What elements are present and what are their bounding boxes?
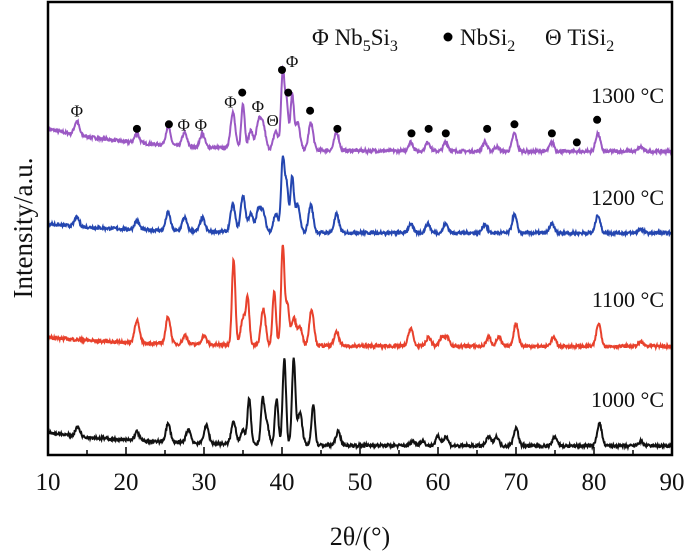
peak-annotations: ΦΦ ΦΦ ΦΘΦ	[71, 52, 602, 147]
x-axis-label: 2θ/(°)	[330, 522, 390, 551]
series-line	[47, 155, 673, 238]
series-label: 1000 °C	[591, 387, 664, 412]
nbsi2-marker	[483, 124, 492, 133]
nb5si3-marker: Φ	[224, 93, 236, 112]
legend-entry: Φ Nb5Si3	[312, 25, 398, 55]
series-label: 1200 °C	[591, 185, 664, 210]
nbsi2-marker	[407, 129, 416, 138]
nbsi2-marker	[441, 129, 450, 138]
x-tick-label: 60	[426, 469, 451, 496]
tisi2-marker: Θ	[266, 111, 278, 130]
nb5si3-marker: Φ	[71, 102, 83, 121]
x-tick-label: 40	[270, 469, 295, 496]
series-label: 1100 °C	[592, 287, 664, 312]
legend-entry: NbSi2	[460, 25, 515, 55]
series-line	[47, 64, 673, 157]
series-label: 1300 °C	[591, 83, 664, 108]
nbsi2-marker	[132, 124, 141, 133]
x-tick-label: 10	[36, 469, 61, 496]
x-tick-label: 70	[504, 469, 529, 496]
x-tick-label: 80	[582, 469, 607, 496]
series-labels: 1300 °C 1200 °C 1100 °C 1000 °C	[591, 83, 664, 412]
nbsi2-marker	[547, 129, 556, 138]
nbsi2-marker	[593, 115, 602, 124]
x-tick-label: 90	[660, 469, 685, 496]
nbsi2-marker	[510, 120, 519, 129]
nbsi2-marker	[278, 65, 286, 74]
x-ticks: 10 20 30 40 50 60 70 80 90	[36, 447, 685, 496]
nbsi2-marker	[572, 138, 581, 147]
legend: Φ Nb5Si3 NbSi2 Θ TiSi2	[312, 25, 614, 55]
nbsi2-marker	[238, 88, 247, 97]
legend-entry: Θ TiSi2	[545, 25, 614, 55]
legend-dot-icon	[443, 32, 453, 42]
nbsi2-marker	[306, 106, 315, 115]
x-tick-label: 20	[114, 469, 139, 496]
series-line	[47, 244, 673, 352]
series-line	[47, 357, 673, 452]
nb5si3-marker: Φ	[286, 52, 298, 71]
nbsi2-marker	[333, 124, 342, 133]
x-tick-label: 30	[192, 469, 217, 496]
nb5si3-marker: Φ	[195, 115, 207, 134]
nbsi2-marker	[284, 88, 293, 97]
nb5si3-marker: Φ	[252, 97, 264, 116]
y-axis-label: Intensity/a.u.	[8, 158, 38, 299]
nbsi2-marker	[164, 120, 173, 129]
nb5si3-marker: Φ	[178, 115, 190, 134]
x-tick-label: 50	[348, 469, 373, 496]
nbsi2-marker	[424, 124, 433, 133]
traces	[47, 64, 673, 452]
